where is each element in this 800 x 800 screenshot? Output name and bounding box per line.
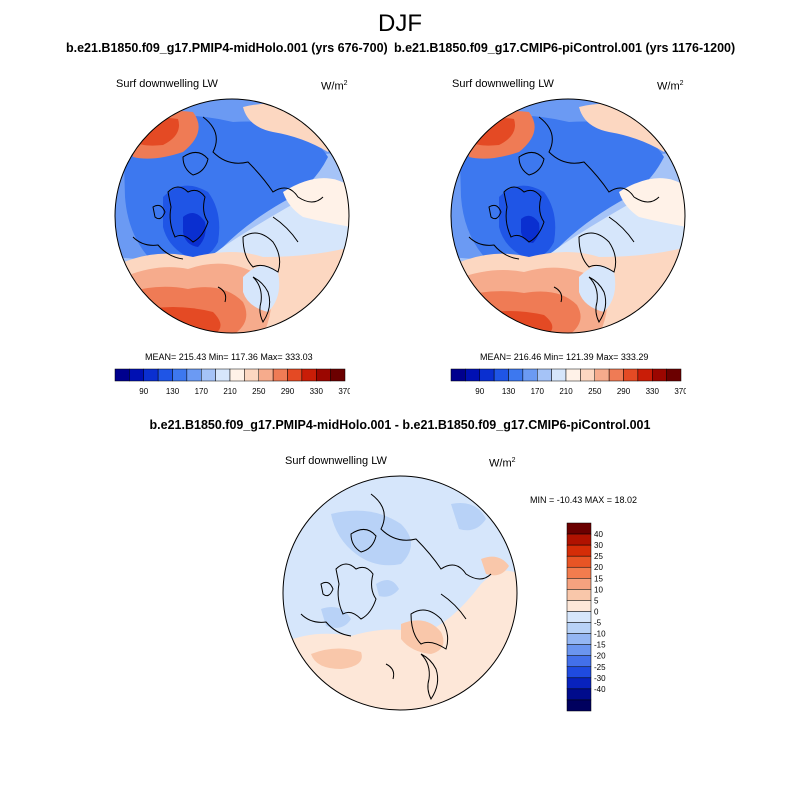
diff-colorbar-tick-label: -20 [594, 652, 606, 661]
colorbar-box [201, 368, 216, 382]
colorbar-box [537, 368, 552, 382]
colorbar-box [493, 368, 509, 382]
diff-colorbar-box [566, 566, 592, 579]
colorbar-box [479, 368, 495, 382]
colorbar-tick-label: 290 [617, 387, 631, 396]
panel-1-title: b.e21.B1850.f09_g17.PMIP4-midHolo.001 (y… [66, 41, 388, 55]
colorbar-box [157, 368, 173, 382]
diff-colorbar-tick-label: -25 [594, 663, 606, 672]
diff-colorbar-box [566, 522, 592, 535]
colorbar-tick-label: 250 [588, 387, 602, 396]
colorbar-box [508, 368, 524, 382]
colorbar-box [287, 368, 303, 382]
panel-1-map [114, 98, 350, 334]
diff-panel-title: b.e21.B1850.f09_g17.PMIP4-midHolo.001 - … [149, 418, 651, 432]
diff-panel-map [282, 475, 518, 711]
colorbar-box [551, 368, 567, 382]
diff-colorbar-tick-label: 5 [594, 596, 599, 605]
panel-2-stats: MEAN= 216.46 Min= 121.39 Max= 333.29 [480, 352, 649, 362]
colorbar-box [114, 368, 130, 382]
colorbar-box [580, 368, 595, 382]
diff-colorbar-box [566, 533, 592, 546]
diff-colorbar-box [566, 555, 592, 568]
colorbar-box [244, 368, 259, 382]
colorbar-tick-label: 210 [223, 387, 237, 396]
colorbar-tick-label: 170 [195, 387, 209, 396]
diff-colorbar: 40 30 25 20 15 10 5 0 -5 -10 -15 -20 -25 -30 -40 [566, 522, 606, 712]
colorbar-tick-label: 290 [281, 387, 295, 396]
diff-colorbar-tick-label: 30 [594, 541, 603, 550]
diff-colorbar-tick-label: 10 [594, 585, 603, 594]
colorbar-box [143, 368, 159, 382]
diff-colorbar-tick-label: 40 [594, 530, 603, 539]
colorbar-box [316, 368, 331, 382]
colorbar-box [272, 368, 288, 382]
panel-1-stats: MEAN= 215.43 Min= 117.36 Max= 333.03 [145, 352, 313, 362]
colorbar-box [129, 368, 144, 382]
diff-colorbar-box [566, 644, 592, 656]
diff-panel-units: W/m2 [489, 457, 516, 470]
colorbar-box [450, 368, 466, 382]
colorbar-box [652, 368, 667, 382]
diff-colorbar-box [566, 666, 592, 679]
panel-1-units: W/m2 [321, 80, 348, 93]
diff-colorbar-box [566, 699, 592, 712]
colorbar-tick-label: 330 [646, 387, 660, 396]
diff-colorbar-box [566, 589, 592, 601]
panel-2-units: W/m2 [657, 80, 684, 93]
diff-colorbar-tick-label: -15 [594, 641, 606, 650]
diff-colorbar-box [566, 688, 592, 701]
diff-panel-stats: MIN = -10.43 MAX = 18.02 [530, 495, 638, 505]
colorbar-box [666, 368, 682, 382]
panel-1-variable: Surf downwelling LW [116, 78, 218, 90]
colorbar-tick-label: 370 [338, 387, 350, 396]
colorbar-tick-label: 370 [674, 387, 686, 396]
diff-colorbar-tick-label: -5 [594, 619, 602, 628]
colorbar-box [301, 368, 317, 382]
panel-2-colorbar: 90 130 170 210 250 290 330 370 [450, 368, 686, 396]
colorbar-tick-label: 130 [166, 387, 180, 396]
colorbar-box [258, 368, 274, 382]
diff-panel-variable: Surf downwelling LW [285, 455, 387, 467]
diff-colorbar-box [566, 622, 592, 634]
colorbar-box [172, 368, 188, 382]
diff-colorbar-tick-label: -40 [594, 685, 606, 694]
colorbar-tick-label: 90 [139, 387, 148, 396]
colorbar-box [565, 368, 581, 382]
colorbar-box [594, 368, 610, 382]
diff-colorbar-tick-label: 0 [594, 607, 599, 616]
colorbar-box [637, 368, 653, 382]
colorbar-box [465, 368, 480, 382]
colorbar-tick-label: 130 [502, 387, 516, 396]
colorbar-box [186, 368, 202, 382]
colorbar-tick-label: 250 [252, 387, 266, 396]
diff-colorbar-box [566, 677, 592, 690]
diff-colorbar-box [566, 578, 592, 590]
colorbar-tick-label: 210 [559, 387, 573, 396]
colorbar-tick-label: 90 [475, 387, 484, 396]
diff-colorbar-tick-label: 20 [594, 563, 603, 572]
diff-colorbar-tick-label: 15 [594, 574, 603, 583]
colorbar-box [608, 368, 624, 382]
figure-title: DJF [378, 10, 422, 37]
diff-colorbar-box [566, 633, 592, 645]
diff-colorbar-tick-label: 25 [594, 552, 603, 561]
diff-colorbar-tick-label: -10 [594, 630, 606, 639]
diff-colorbar-box [566, 611, 592, 623]
panel-2-map [450, 98, 686, 334]
colorbar-tick-label: 170 [531, 387, 545, 396]
colorbar-box [623, 368, 639, 382]
diff-colorbar-box [566, 544, 592, 557]
panel-2-title: b.e21.B1850.f09_g17.CMIP6-piControl.001 … [394, 41, 736, 55]
panel-2-variable: Surf downwelling LW [452, 78, 554, 90]
colorbar-box [330, 368, 346, 382]
diff-colorbar-box [566, 655, 592, 668]
colorbar-box [522, 368, 538, 382]
colorbar-box [229, 368, 245, 382]
diff-colorbar-tick-label: -30 [594, 674, 606, 683]
diff-colorbar-box [566, 600, 592, 612]
colorbar-tick-label: 330 [310, 387, 324, 396]
panel-1-colorbar: 90 130 170 210 250 290 330 370 [114, 368, 350, 396]
colorbar-box [215, 368, 231, 382]
